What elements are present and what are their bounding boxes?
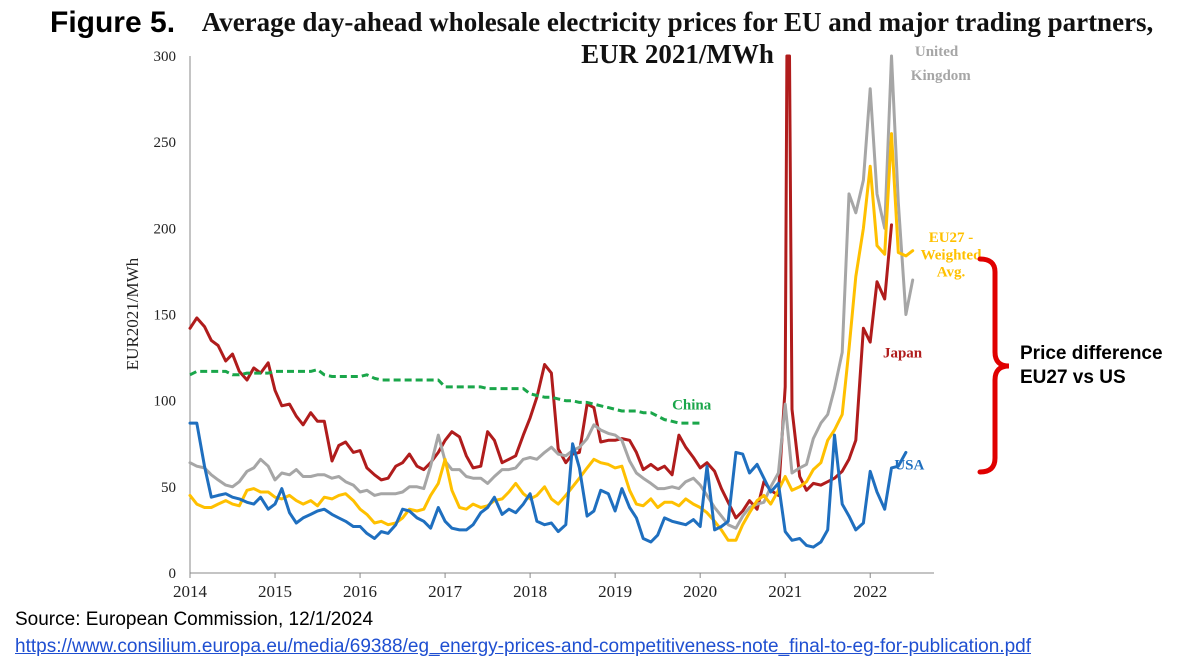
x-tick-label: 2018 (513, 582, 547, 601)
bracket-path (977, 256, 1010, 475)
annotation-label: Japan (883, 346, 923, 362)
series-line-eu27-weighted-avg (188, 132, 915, 542)
chart-annotations: China Japan USA United Kingdom EU27 -Weighted… (672, 44, 982, 474)
x-tick-label: 2017 (428, 582, 463, 601)
x-tick-label: 2021 (768, 582, 802, 601)
series-line-usa (188, 421, 908, 549)
chart-title-line2: EUR 2021/MWh (581, 39, 774, 69)
callout-line-1: Price difference (1020, 343, 1163, 364)
annotation-label: USA (894, 458, 924, 474)
price-difference-bracket (977, 256, 1010, 475)
y-tick-label: 200 (154, 221, 177, 237)
x-tick-label: 2022 (853, 582, 887, 601)
annotation-label: China (672, 397, 712, 413)
y-tick-label: 300 (154, 49, 177, 65)
x-tick-label: 2016 (343, 582, 377, 601)
annotation-label: United (915, 44, 959, 60)
annotation-label: EU27 - (929, 230, 974, 246)
chart-series (188, 54, 915, 549)
y-tick-label: 150 (154, 308, 177, 324)
x-tick-label: 2020 (683, 582, 717, 601)
y-tick-label: 100 (154, 394, 177, 410)
callout-line-2: EU27 vs US (1020, 367, 1126, 388)
price-difference-callout: Price difference EU27 vs US (1020, 342, 1163, 390)
y-axis-label: EUR2021/MWh (123, 257, 142, 370)
annotation-label: Kingdom (911, 68, 972, 84)
y-tick-label: 250 (154, 135, 177, 151)
annotation-label: Avg. (937, 265, 966, 281)
series-line-china (189, 368, 701, 425)
y-tick-label: 0 (169, 566, 177, 582)
x-tick-label: 2014 (173, 582, 208, 601)
figure-label: Figure 5. (50, 6, 176, 39)
chart-title: Average day-ahead wholesale electricity … (180, 6, 1175, 70)
y-tick-label: 50 (161, 480, 176, 496)
x-tick-label: 2019 (598, 582, 632, 601)
x-tick-label: 2015 (258, 582, 292, 601)
series-line-japan (188, 54, 893, 520)
chart-title-line1: Average day-ahead wholesale electricity … (201, 7, 1154, 37)
series-line-united-kingdom (188, 54, 915, 530)
annotation-label: Weighted (921, 247, 982, 263)
chart-axes: 0 50 100 150 200 250 300 2014 2015 2016 2017 2018 20… (154, 49, 934, 601)
source-text: Source: European Commission, 12/1/2024 (15, 609, 374, 630)
source-link[interactable]: https://www.consilium.europa.eu/media/69… (15, 636, 1031, 657)
